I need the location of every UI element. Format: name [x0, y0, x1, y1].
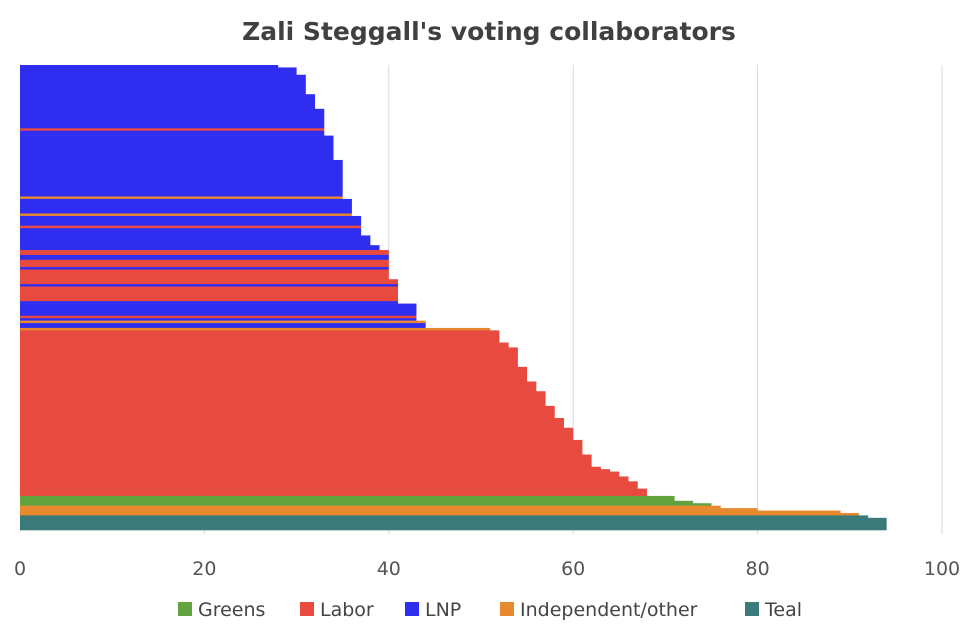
bar-lnp: [20, 67, 297, 76]
bar-lnp: [20, 65, 279, 68]
bar-lnp: [20, 74, 306, 95]
x-tick-label: 60: [561, 558, 585, 580]
x-tick-label: 100: [924, 558, 960, 580]
legend-swatch: [300, 602, 314, 616]
bar-independent-other: [20, 327, 491, 331]
bar-independent-other: [20, 505, 721, 509]
bar-labor: [20, 128, 325, 132]
bar-independent-other: [20, 320, 426, 324]
bar-labor: [20, 454, 592, 467]
legend-item: Teal: [745, 599, 802, 621]
bar-labor: [20, 469, 611, 472]
bar-lnp: [20, 303, 417, 317]
bar-lnp: [20, 267, 389, 270]
legend-item: Labor: [300, 599, 374, 621]
bar-labor: [20, 439, 583, 455]
bar-lnp: [20, 215, 362, 226]
bar-lnp: [20, 108, 325, 129]
legend-item: LNP: [405, 599, 461, 621]
chart-title: Zali Steggall's voting collaborators: [242, 17, 736, 46]
legend-label: Independent/other: [520, 599, 698, 621]
bar-independent-other: [20, 510, 841, 514]
bar-lnp: [20, 135, 334, 161]
bar-labor: [20, 381, 537, 392]
bar-labor: [20, 279, 399, 285]
legend-swatch: [500, 602, 514, 616]
bar-teal: [20, 515, 869, 519]
legend-label: LNP: [425, 599, 461, 621]
bar-labor: [20, 366, 528, 382]
bar-labor: [20, 418, 564, 429]
bars: [20, 65, 887, 531]
bar-independent-other: [20, 512, 860, 516]
bar-lnp: [20, 301, 399, 304]
bar-greens: [20, 500, 694, 504]
x-axis-ticks: 0 20 40 60 80 100: [14, 558, 960, 580]
legend-label: Greens: [198, 599, 265, 621]
bar-labor: [20, 269, 389, 280]
bar-labor: [20, 286, 399, 302]
legend-swatch: [405, 602, 419, 616]
bar-greens: [20, 503, 712, 506]
x-tick-label: 80: [746, 558, 770, 580]
bar-labor: [20, 488, 647, 497]
bar-labor: [20, 250, 389, 256]
bar-lnp: [20, 235, 371, 246]
bar-labor: [20, 476, 629, 482]
bar-labor: [20, 347, 518, 368]
bar-lnp: [20, 228, 362, 236]
bar-lnp: [20, 130, 325, 136]
bar-lnp: [20, 254, 389, 261]
x-tick-label: 20: [192, 558, 216, 580]
bar-labor: [20, 471, 620, 477]
bar-labor: [20, 466, 601, 470]
bar-lnp: [20, 318, 417, 321]
bar-labor: [20, 481, 638, 489]
bar-lnp: [20, 159, 343, 197]
bar-lnp: [20, 94, 316, 110]
bar-lnp: [20, 323, 426, 329]
bar-independent-other: [20, 213, 352, 217]
bar-labor: [20, 391, 546, 407]
bar-greens: [20, 495, 675, 502]
legend-label: Labor: [320, 599, 374, 621]
bar-labor: [20, 315, 417, 319]
legend-label: Teal: [764, 599, 802, 621]
bar-lnp: [20, 245, 380, 251]
legend-swatch: [178, 602, 192, 616]
legend-swatch: [745, 602, 759, 616]
legend: Greens Labor LNP Independent/other Teal: [178, 599, 802, 621]
bar-labor: [20, 405, 555, 419]
bar-independent-other: [20, 508, 758, 511]
x-tick-label: 40: [377, 558, 401, 580]
bar-independent-other: [20, 196, 343, 200]
bar-labor: [20, 225, 362, 229]
legend-item: Greens: [178, 599, 265, 621]
bar-labor: [20, 427, 574, 441]
bar-labor: [20, 259, 389, 268]
bar-labor: [20, 342, 509, 348]
legend-item: Independent/other: [500, 599, 698, 621]
bar-lnp: [20, 284, 399, 287]
bar-lnp: [20, 198, 352, 214]
bar-teal: [20, 517, 887, 531]
bar-labor: [20, 330, 500, 343]
x-tick-label: 0: [14, 558, 26, 580]
